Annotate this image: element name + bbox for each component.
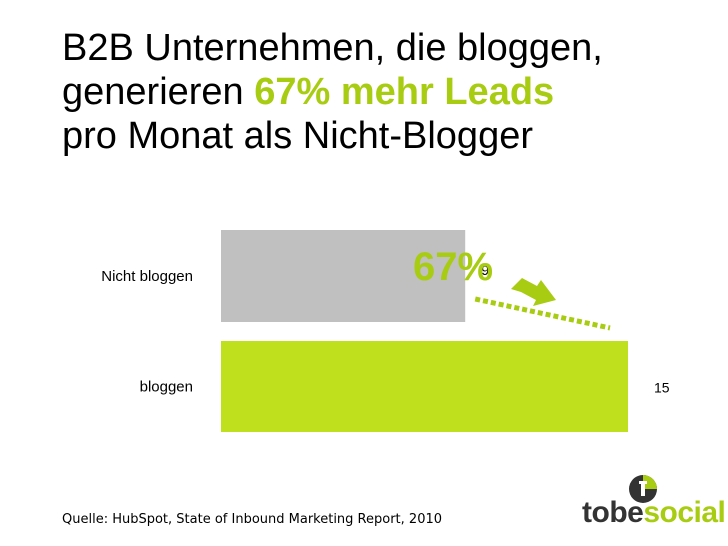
title-line-2: generieren 67% mehr Leads: [62, 70, 712, 114]
logo-text-dark: tobe: [582, 496, 644, 529]
arrow-right-icon: [511, 278, 556, 306]
title-line-1: B2B Unternehmen, die bloggen,: [62, 27, 603, 69]
title-highlight: 67% mehr Leads: [254, 71, 555, 113]
title-line-2-prefix: generieren: [62, 71, 255, 113]
dotted-trend-line: [474, 296, 611, 331]
category-label: Nicht bloggen: [101, 268, 193, 285]
bar-nicht-bloggen: [221, 230, 466, 322]
slide-title: B2B Unternehmen, die bloggen, generieren…: [62, 26, 712, 158]
percentage-annotation: 67%: [413, 245, 493, 289]
title-line-3: pro Monat als Nicht-Blogger: [62, 115, 533, 157]
logo-text-accent: social: [643, 496, 726, 529]
tobesocial-logo: tobesocial: [582, 474, 726, 534]
data-label: 15: [654, 380, 670, 396]
logo-text: tobesocial: [582, 496, 726, 530]
bar-bloggen: [221, 341, 628, 432]
tobesocial-logo-icon: [629, 475, 657, 503]
source-citation: Quelle: HubSpot, State of Inbound Market…: [62, 512, 443, 527]
category-label: bloggen: [140, 379, 193, 396]
data-label: 9: [481, 262, 489, 278]
